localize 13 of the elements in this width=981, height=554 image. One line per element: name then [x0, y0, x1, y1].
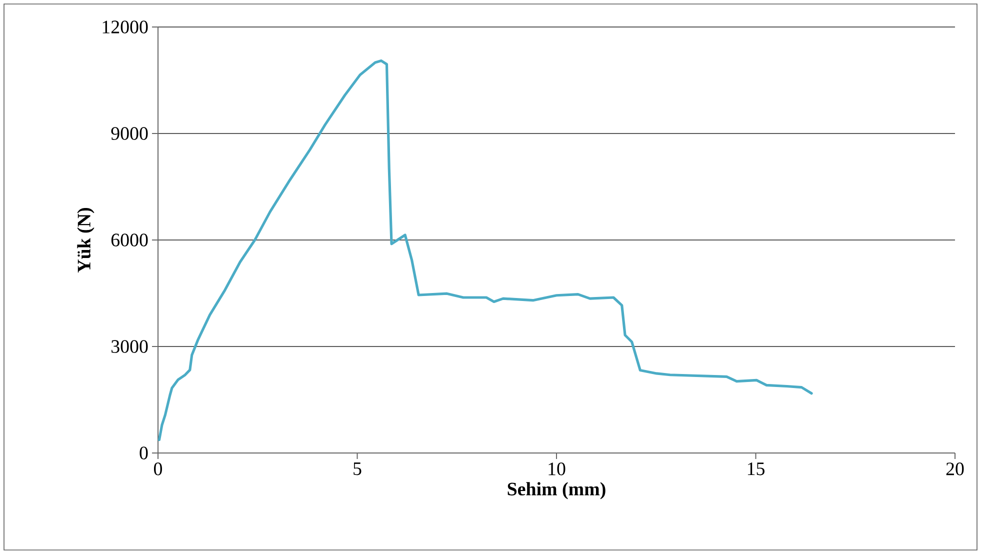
y-tick-label: 12000 [102, 20, 148, 34]
y-tick-label: 3000 [112, 340, 148, 353]
x-tick-label: 5 [354, 462, 362, 476]
y-tick-label: 0 [140, 446, 148, 460]
y-tick-label: 9000 [111, 127, 148, 140]
x-tick-label: 10 [548, 462, 566, 476]
y-tick-label: 6000 [111, 234, 148, 246]
x-tick-label: 20 [946, 462, 964, 476]
x-tick-label: 0 [154, 462, 162, 476]
x-axis-title: Sehim (mm) [508, 482, 606, 500]
x-tick-label: 15 [748, 462, 764, 476]
line-series [158, 59, 813, 442]
y-axis-title: Yük (N) [77, 208, 94, 273]
